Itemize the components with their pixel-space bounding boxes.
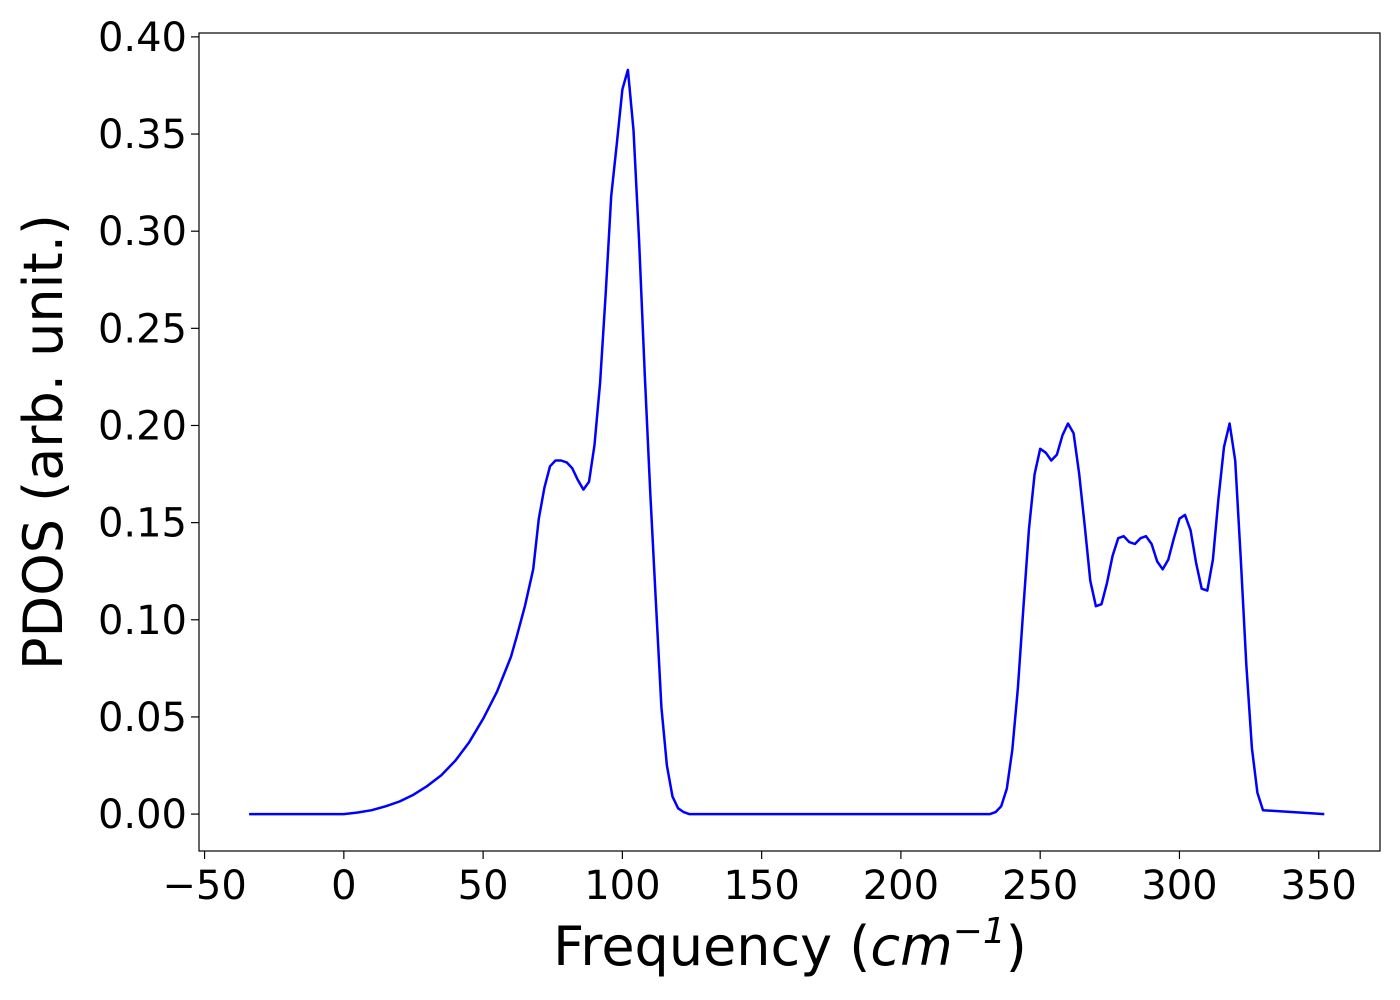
- x-tick-label: 200: [863, 863, 939, 909]
- x-axis-title-text: Frequency: [553, 915, 832, 978]
- x-axis-title-paren-open: (: [832, 915, 870, 978]
- x-tick-label: 250: [1002, 863, 1078, 909]
- x-tick-label: −50: [162, 863, 246, 909]
- y-axis-ticks: 0.00 0.05 0.10 0.15 0.20 0.25 0.30 0.35 0.40: [98, 15, 199, 838]
- x-axis-title-unit: cm: [870, 915, 952, 978]
- y-tick-label: 0.05: [98, 695, 187, 741]
- y-tick-label: 0.35: [98, 112, 187, 158]
- x-tick-label: 0: [331, 863, 356, 909]
- y-tick-label: 0.10: [98, 598, 187, 644]
- plot-frame: [198, 32, 1381, 852]
- x-tick-label: 150: [723, 863, 799, 909]
- y-tick-label: 0.40: [98, 15, 187, 61]
- x-axis-title-unit-exponent: −1: [953, 911, 1006, 952]
- y-tick-label: 0.15: [98, 501, 187, 547]
- y-tick-label: 0.30: [98, 209, 187, 255]
- x-tick-label: 100: [584, 863, 660, 909]
- y-tick-label: 0.00: [98, 792, 187, 838]
- x-axis-ticks: −50 0 50 100 150 200 250 300 350: [162, 851, 1357, 909]
- x-axis-title-paren-close: ): [1006, 915, 1027, 978]
- x-tick-label: 50: [458, 863, 509, 909]
- x-axis-title: Frequency (cm−1): [553, 911, 1027, 978]
- y-axis-title: PDOS (arb. unit.): [12, 214, 75, 670]
- y-tick-label: 0.20: [98, 403, 187, 449]
- y-tick-label: 0.25: [98, 306, 187, 352]
- x-tick-label: 300: [1141, 863, 1217, 909]
- x-tick-label: 350: [1281, 863, 1357, 909]
- pdos-line: [249, 68, 1325, 816]
